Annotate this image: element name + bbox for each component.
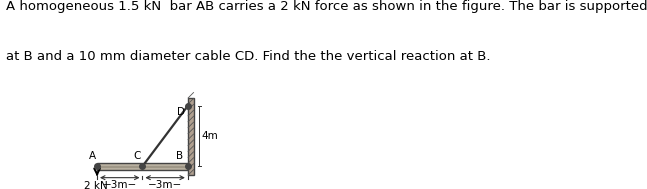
Text: −3m−: −3m− — [148, 180, 182, 189]
Text: C: C — [133, 151, 141, 161]
Text: D: D — [177, 107, 185, 117]
Text: 4m: 4m — [202, 131, 219, 141]
Bar — [97, 163, 188, 170]
Bar — [97, 166, 188, 168]
Text: 2 kN: 2 kN — [84, 181, 108, 189]
Text: B: B — [176, 151, 183, 161]
Text: A homogeneous 1.5 kN  bar AB carries a 2 kN force as shown in the figure. The ba: A homogeneous 1.5 kN bar AB carries a 2 … — [6, 0, 647, 13]
Text: A: A — [89, 151, 96, 161]
Bar — [188, 98, 194, 175]
Text: at B and a 10 mm diameter cable CD. Find the the vertical reaction at B.: at B and a 10 mm diameter cable CD. Find… — [6, 50, 491, 63]
Text: −3m−: −3m− — [103, 180, 137, 189]
